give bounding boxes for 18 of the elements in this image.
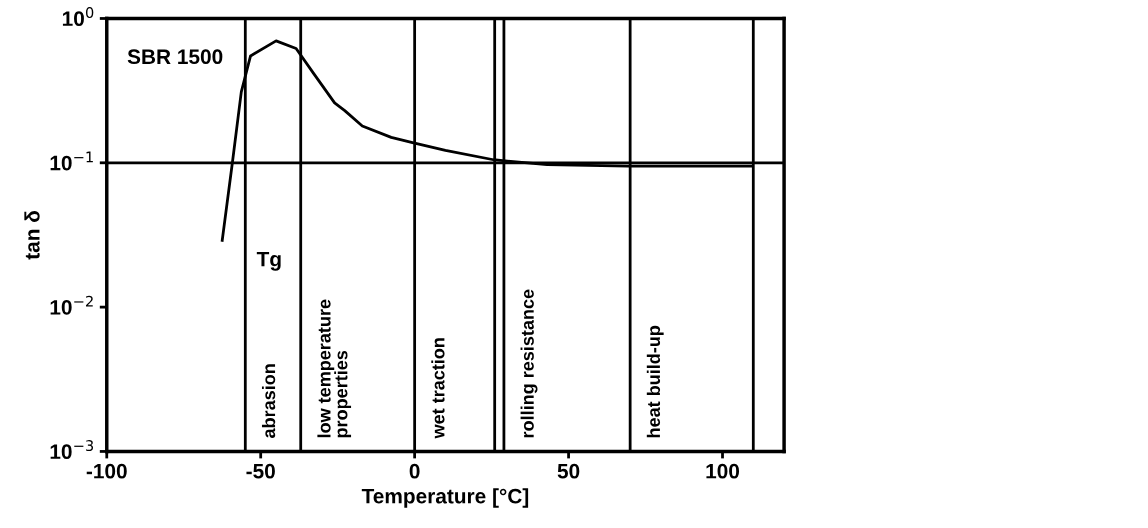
x-tick-label: -100 xyxy=(86,463,127,479)
x-axis-title: Temperature [°C] xyxy=(361,488,529,508)
y-tick-label: 10$^{0}$ xyxy=(62,7,94,27)
ref-line-label: heat build-up xyxy=(646,325,664,438)
ref-line-label: rolling resistance xyxy=(520,289,538,438)
x-tick-label: 100 xyxy=(706,463,740,479)
annotation: Tg xyxy=(256,251,281,271)
y-tick-label: 10$^{−2}$ xyxy=(50,295,93,315)
ref-line-label: wet traction xyxy=(431,338,445,439)
ref-line-label: low temperature properties xyxy=(317,299,352,438)
y-tick-label: 10$^{−3}$ xyxy=(50,440,94,460)
ref-line-label: abrasion xyxy=(261,364,276,438)
y-axis-title: tan δ xyxy=(24,210,40,260)
series-label: SBR 1500 xyxy=(127,49,223,65)
y-tick-label: 10$^{−1}$ xyxy=(50,151,93,171)
x-tick-label: -50 xyxy=(246,463,275,479)
x-tick-label: 50 xyxy=(557,463,580,479)
x-tick-label: 0 xyxy=(409,463,420,479)
